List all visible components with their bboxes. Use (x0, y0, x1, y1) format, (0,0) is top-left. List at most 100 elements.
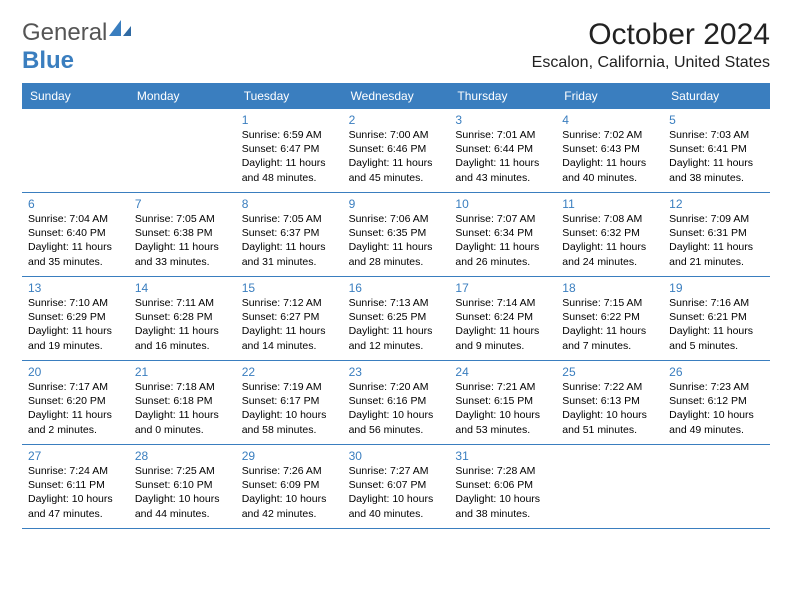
day-details: Sunrise: 7:05 AMSunset: 6:37 PMDaylight:… (242, 212, 337, 269)
calendar-day-cell: 7Sunrise: 7:05 AMSunset: 6:38 PMDaylight… (129, 193, 236, 277)
calendar-day-cell: 30Sunrise: 7:27 AMSunset: 6:07 PMDayligh… (343, 445, 450, 529)
day-number: 10 (455, 197, 550, 211)
calendar-day-cell: 19Sunrise: 7:16 AMSunset: 6:21 PMDayligh… (663, 277, 770, 361)
weekday-header: Saturday (663, 83, 770, 109)
day-details: Sunrise: 7:10 AMSunset: 6:29 PMDaylight:… (28, 296, 123, 353)
day-number: 4 (562, 113, 657, 127)
day-details: Sunrise: 7:19 AMSunset: 6:17 PMDaylight:… (242, 380, 337, 437)
calendar-day-cell: 5Sunrise: 7:03 AMSunset: 6:41 PMDaylight… (663, 109, 770, 193)
calendar-day-cell: 3Sunrise: 7:01 AMSunset: 6:44 PMDaylight… (449, 109, 556, 193)
day-details: Sunrise: 7:00 AMSunset: 6:46 PMDaylight:… (349, 128, 444, 185)
day-details: Sunrise: 7:12 AMSunset: 6:27 PMDaylight:… (242, 296, 337, 353)
day-number: 17 (455, 281, 550, 295)
day-number: 30 (349, 449, 444, 463)
day-details: Sunrise: 7:07 AMSunset: 6:34 PMDaylight:… (455, 212, 550, 269)
day-number: 6 (28, 197, 123, 211)
calendar-day-cell: 29Sunrise: 7:26 AMSunset: 6:09 PMDayligh… (236, 445, 343, 529)
day-details: Sunrise: 7:20 AMSunset: 6:16 PMDaylight:… (349, 380, 444, 437)
day-number: 8 (242, 197, 337, 211)
calendar-day-cell: 8Sunrise: 7:05 AMSunset: 6:37 PMDaylight… (236, 193, 343, 277)
day-details: Sunrise: 7:02 AMSunset: 6:43 PMDaylight:… (562, 128, 657, 185)
day-details: Sunrise: 7:11 AMSunset: 6:28 PMDaylight:… (135, 296, 230, 353)
day-number: 20 (28, 365, 123, 379)
day-details: Sunrise: 7:27 AMSunset: 6:07 PMDaylight:… (349, 464, 444, 521)
page-header: GeneralBlue October 2024 Escalon, Califo… (22, 18, 770, 75)
day-details: Sunrise: 7:24 AMSunset: 6:11 PMDaylight:… (28, 464, 123, 521)
day-number: 31 (455, 449, 550, 463)
day-number: 16 (349, 281, 444, 295)
day-details: Sunrise: 7:25 AMSunset: 6:10 PMDaylight:… (135, 464, 230, 521)
day-details: Sunrise: 7:03 AMSunset: 6:41 PMDaylight:… (669, 128, 764, 185)
calendar-day-cell: 26Sunrise: 7:23 AMSunset: 6:12 PMDayligh… (663, 361, 770, 445)
calendar-day-cell: 4Sunrise: 7:02 AMSunset: 6:43 PMDaylight… (556, 109, 663, 193)
day-number: 13 (28, 281, 123, 295)
day-details: Sunrise: 7:17 AMSunset: 6:20 PMDaylight:… (28, 380, 123, 437)
calendar-day-cell: 15Sunrise: 7:12 AMSunset: 6:27 PMDayligh… (236, 277, 343, 361)
day-number: 18 (562, 281, 657, 295)
day-details: Sunrise: 7:08 AMSunset: 6:32 PMDaylight:… (562, 212, 657, 269)
logo-text-general: General (22, 19, 107, 46)
calendar-day-cell: 17Sunrise: 7:14 AMSunset: 6:24 PMDayligh… (449, 277, 556, 361)
weekday-header: Tuesday (236, 83, 343, 109)
day-number: 11 (562, 197, 657, 211)
day-details: Sunrise: 7:01 AMSunset: 6:44 PMDaylight:… (455, 128, 550, 185)
day-number: 12 (669, 197, 764, 211)
calendar-day-cell: 23Sunrise: 7:20 AMSunset: 6:16 PMDayligh… (343, 361, 450, 445)
calendar-day-cell: 9Sunrise: 7:06 AMSunset: 6:35 PMDaylight… (343, 193, 450, 277)
day-number: 19 (669, 281, 764, 295)
day-details: Sunrise: 7:04 AMSunset: 6:40 PMDaylight:… (28, 212, 123, 269)
calendar-day-cell: 1Sunrise: 6:59 AMSunset: 6:47 PMDaylight… (236, 109, 343, 193)
location-text: Escalon, California, United States (532, 54, 770, 72)
day-details: Sunrise: 7:16 AMSunset: 6:21 PMDaylight:… (669, 296, 764, 353)
calendar-day-cell: 14Sunrise: 7:11 AMSunset: 6:28 PMDayligh… (129, 277, 236, 361)
day-details: Sunrise: 7:13 AMSunset: 6:25 PMDaylight:… (349, 296, 444, 353)
day-number: 26 (669, 365, 764, 379)
day-details: Sunrise: 7:06 AMSunset: 6:35 PMDaylight:… (349, 212, 444, 269)
calendar-day-cell: 25Sunrise: 7:22 AMSunset: 6:13 PMDayligh… (556, 361, 663, 445)
weekday-header: Monday (129, 83, 236, 109)
calendar-day-cell: 11Sunrise: 7:08 AMSunset: 6:32 PMDayligh… (556, 193, 663, 277)
header-right: October 2024 Escalon, California, United… (532, 18, 770, 72)
calendar-day-cell: 20Sunrise: 7:17 AMSunset: 6:20 PMDayligh… (22, 361, 129, 445)
day-number: 23 (349, 365, 444, 379)
calendar-empty-cell (22, 109, 129, 193)
day-number: 25 (562, 365, 657, 379)
day-number: 24 (455, 365, 550, 379)
day-number: 22 (242, 365, 337, 379)
weekday-header: Sunday (22, 83, 129, 109)
day-number: 3 (455, 113, 550, 127)
logo-text-blue: Blue (22, 47, 74, 74)
month-title: October 2024 (532, 18, 770, 52)
calendar-day-cell: 22Sunrise: 7:19 AMSunset: 6:17 PMDayligh… (236, 361, 343, 445)
day-number: 14 (135, 281, 230, 295)
weekday-header: Friday (556, 83, 663, 109)
calendar-day-cell: 16Sunrise: 7:13 AMSunset: 6:25 PMDayligh… (343, 277, 450, 361)
day-details: Sunrise: 6:59 AMSunset: 6:47 PMDaylight:… (242, 128, 337, 185)
day-number: 29 (242, 449, 337, 463)
day-number: 5 (669, 113, 764, 127)
calendar-day-cell: 27Sunrise: 7:24 AMSunset: 6:11 PMDayligh… (22, 445, 129, 529)
day-details: Sunrise: 7:15 AMSunset: 6:22 PMDaylight:… (562, 296, 657, 353)
calendar-day-cell: 12Sunrise: 7:09 AMSunset: 6:31 PMDayligh… (663, 193, 770, 277)
logo-text: GeneralBlue (22, 18, 133, 75)
day-details: Sunrise: 7:05 AMSunset: 6:38 PMDaylight:… (135, 212, 230, 269)
calendar-day-cell: 28Sunrise: 7:25 AMSunset: 6:10 PMDayligh… (129, 445, 236, 529)
calendar-header-row: SundayMondayTuesdayWednesdayThursdayFrid… (22, 83, 770, 109)
day-details: Sunrise: 7:28 AMSunset: 6:06 PMDaylight:… (455, 464, 550, 521)
calendar-day-cell: 31Sunrise: 7:28 AMSunset: 6:06 PMDayligh… (449, 445, 556, 529)
day-number: 21 (135, 365, 230, 379)
calendar-empty-cell (556, 445, 663, 529)
day-number: 15 (242, 281, 337, 295)
calendar-day-cell: 2Sunrise: 7:00 AMSunset: 6:46 PMDaylight… (343, 109, 450, 193)
day-details: Sunrise: 7:21 AMSunset: 6:15 PMDaylight:… (455, 380, 550, 437)
calendar-day-cell: 13Sunrise: 7:10 AMSunset: 6:29 PMDayligh… (22, 277, 129, 361)
day-number: 9 (349, 197, 444, 211)
calendar-day-cell: 18Sunrise: 7:15 AMSunset: 6:22 PMDayligh… (556, 277, 663, 361)
day-details: Sunrise: 7:22 AMSunset: 6:13 PMDaylight:… (562, 380, 657, 437)
weekday-header: Thursday (449, 83, 556, 109)
calendar-day-cell: 21Sunrise: 7:18 AMSunset: 6:18 PMDayligh… (129, 361, 236, 445)
calendar-empty-cell (129, 109, 236, 193)
weekday-header: Wednesday (343, 83, 450, 109)
day-number: 1 (242, 113, 337, 127)
calendar-day-cell: 6Sunrise: 7:04 AMSunset: 6:40 PMDaylight… (22, 193, 129, 277)
